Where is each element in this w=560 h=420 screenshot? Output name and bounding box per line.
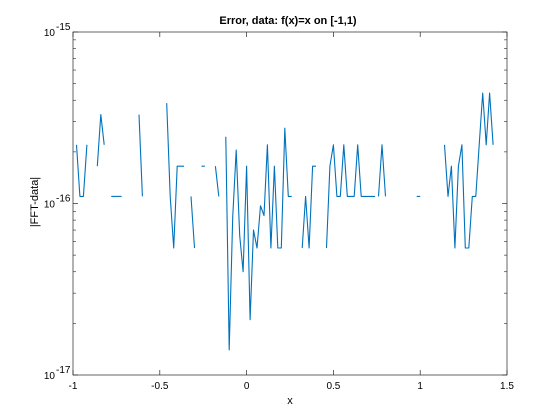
x-tick-label: 1.5 (500, 381, 514, 392)
x-tick-label: 0 (244, 381, 250, 392)
series-line-segment (443, 92, 494, 249)
x-tick-label: 1 (417, 381, 423, 392)
series-line-segment (75, 144, 88, 197)
series-line-segment (225, 127, 292, 351)
series-line-segment (190, 196, 196, 249)
x-axis-label: x (287, 395, 293, 407)
x-tick-label: 0.5 (326, 381, 340, 392)
chart-title: Error, data: f(x)=x on [-1,1) (219, 15, 357, 27)
x-tick-label: -0.5 (151, 381, 169, 392)
series-line-segment (214, 166, 220, 197)
series-line-segment (96, 114, 105, 167)
x-tick-label: -1 (69, 381, 78, 392)
y-axis-label: |FFT-data| (29, 177, 41, 227)
y-tick-label: 10 (44, 28, 56, 39)
y-tick-label: 10 (44, 371, 56, 382)
y-tick-label-exponent: -17 (56, 365, 71, 376)
y-tick-label: 10 (44, 200, 56, 211)
axes-box (72, 31, 508, 376)
y-tick-label-exponent: -15 (56, 22, 71, 33)
series-line-segment (301, 165, 316, 249)
series-line-segment (377, 144, 387, 197)
series-line-segment (166, 103, 185, 249)
y-tick-label-exponent: -16 (56, 194, 71, 205)
series-line-segment (138, 114, 143, 197)
series-line-segment (325, 144, 376, 249)
